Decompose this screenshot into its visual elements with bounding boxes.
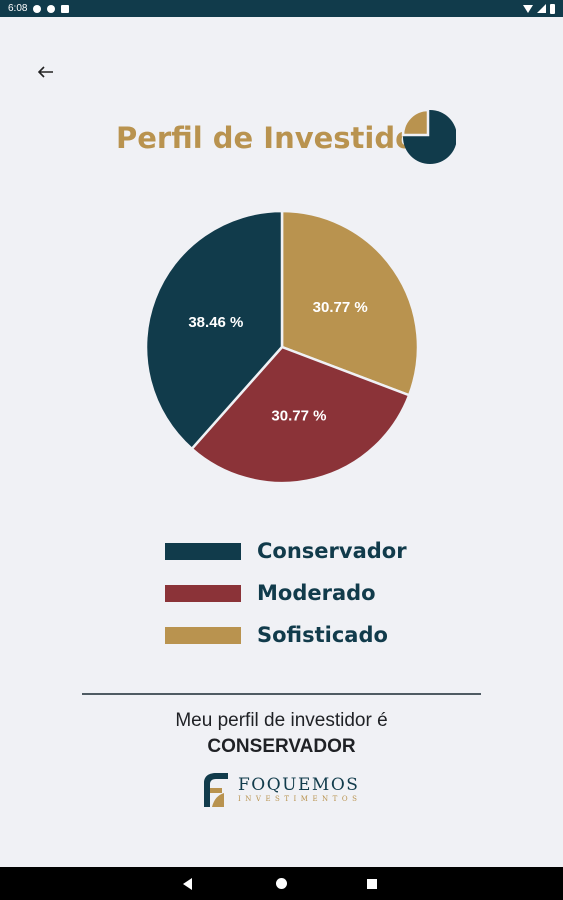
nav-back-icon[interactable] xyxy=(183,878,192,890)
pie-slice-conservador xyxy=(144,209,284,451)
pie-chart: 30.77 % 30.77 % 38.46 % xyxy=(144,209,420,485)
legend-label-moderado: Moderado xyxy=(257,581,376,605)
status-bar: 6:08 xyxy=(0,0,563,17)
chat-notification-icon xyxy=(47,4,56,13)
legend-item-moderado: Moderado xyxy=(165,572,407,614)
brand-text: FOQUEMOS INVESTIMENTOS xyxy=(238,776,361,804)
back-button[interactable] xyxy=(34,61,58,83)
signal-icon xyxy=(537,4,546,13)
result-profile: CONSERVADOR xyxy=(207,736,356,757)
legend-swatch-moderado xyxy=(165,584,241,602)
legend-item-conservador: Conservador xyxy=(165,530,407,572)
result-prefix: Meu perfil de investidor é xyxy=(175,710,388,731)
slice-label-sofisticado: 30.77 % xyxy=(313,299,368,316)
pie-slice-labels: 30.77 % 30.77 % 38.46 % xyxy=(188,299,367,425)
arrow-left-icon xyxy=(38,66,53,78)
wifi-icon xyxy=(523,4,533,13)
nav-home-icon[interactable] xyxy=(276,878,287,889)
legend-swatch-sofisticado xyxy=(165,626,241,644)
pie-slices xyxy=(144,209,420,485)
pie-chart-icon xyxy=(401,108,456,164)
legend-label-conservador: Conservador xyxy=(257,539,407,563)
legend-swatch-conservador xyxy=(165,542,241,560)
pie-slice-sofisticado xyxy=(280,209,420,397)
legend-item-sofisticado: Sofisticado xyxy=(165,614,407,656)
slice-label-conservador: 38.46 % xyxy=(188,314,243,331)
result-text: Meu perfil de investidor é CONSERVADOR xyxy=(0,708,563,760)
battery-icon xyxy=(550,3,555,14)
foquemos-logo-mark xyxy=(204,773,228,807)
brand-tagline: INVESTIMENTOS xyxy=(238,795,362,803)
sd-card-icon xyxy=(61,4,70,13)
page-title: Perfil de Investidor xyxy=(116,121,430,155)
legend-label-sofisticado: Sofisticado xyxy=(257,623,388,647)
status-time: 6:08 xyxy=(8,3,28,14)
chart-legend: Conservador Moderado Sofisticado xyxy=(165,530,407,656)
status-right xyxy=(523,3,555,14)
brand-name: FOQUEMOS xyxy=(238,775,360,795)
navigation-bar xyxy=(0,867,563,900)
status-left: 6:08 xyxy=(8,3,70,14)
notification-icon xyxy=(33,4,42,13)
divider xyxy=(82,693,481,695)
slice-label-moderado: 30.77 % xyxy=(271,408,326,425)
brand-logo: FOQUEMOS INVESTIMENTOS xyxy=(200,771,361,809)
pie-slice-moderado xyxy=(190,345,411,485)
nav-recents-icon[interactable] xyxy=(367,879,377,889)
